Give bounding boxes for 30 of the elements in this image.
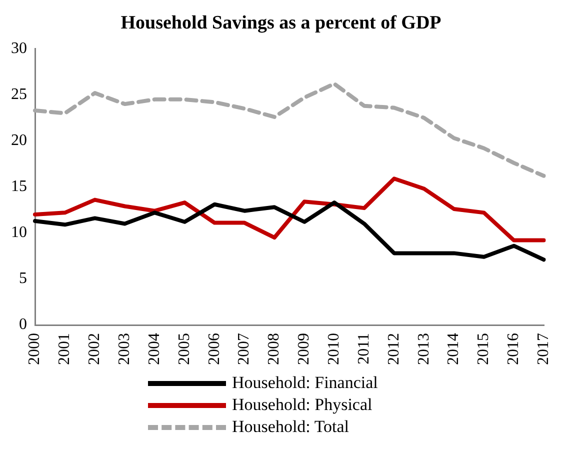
line-series <box>33 82 546 178</box>
y-tick-label: 30 <box>11 40 27 58</box>
legend-label: Household: Physical <box>232 395 372 415</box>
x-tick-label: 2016 <box>505 333 522 365</box>
legend-label: Household: Total <box>232 417 350 437</box>
y-tick-label: 10 <box>11 224 27 242</box>
y-tick-label: 5 <box>19 270 27 288</box>
x-tick-label: 2001 <box>56 333 74 365</box>
y-tick-label: 25 <box>11 86 27 104</box>
y-tick-label: 15 <box>11 178 27 196</box>
x-tick-label: 2009 <box>296 333 313 365</box>
y-tick-label: 0 <box>19 316 27 334</box>
legend-label: Household: Financial <box>232 373 378 393</box>
x-tick-label: 2011 <box>355 333 372 364</box>
x-tick-label: 2017 <box>535 333 552 365</box>
x-tick-label: 2006 <box>206 333 223 365</box>
x-tick-label: 2003 <box>116 333 133 365</box>
x-tick-label: 2013 <box>415 333 432 365</box>
x-tick-label: 2007 <box>236 333 253 365</box>
x-tick-label: 2002 <box>86 333 104 365</box>
y-tick-label: 20 <box>11 132 27 150</box>
x-tick-label: 2005 <box>176 333 193 365</box>
x-tick-label: 2014 <box>445 333 462 365</box>
chart-title: Household Savings as a percent of GDP <box>120 12 442 34</box>
x-tick-label: 2004 <box>146 333 163 365</box>
x-tick-label: 2012 <box>385 333 402 365</box>
x-tick-label: 2000 <box>26 333 44 365</box>
x-tick-label: 2015 <box>475 333 492 365</box>
x-tick-label: 2008 <box>266 333 283 365</box>
x-tick-label: 2010 <box>325 333 342 365</box>
